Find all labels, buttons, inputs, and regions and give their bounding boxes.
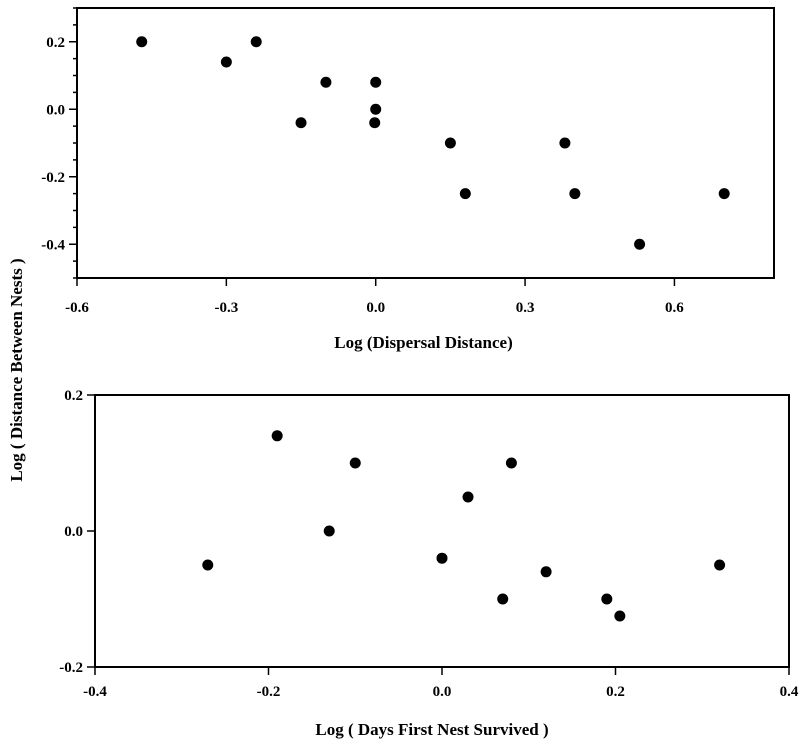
x-tick-label: 0.0 xyxy=(433,684,452,700)
top-scatter-panel: -0.4 -0.2 0.0 0.2 -0.6 -0.3 0.0 0.3 0.6 Log (Disp… xyxy=(41,7,775,352)
data-point xyxy=(444,137,456,149)
x-tick-label: 0.6 xyxy=(665,300,684,316)
data-point xyxy=(295,117,307,129)
y-tick-label: 0.0 xyxy=(46,102,65,118)
data-point xyxy=(369,117,381,129)
data-point xyxy=(323,525,335,537)
data-point xyxy=(569,188,581,200)
data-point xyxy=(370,103,382,115)
data-point xyxy=(601,593,613,605)
plot-frame xyxy=(76,7,775,279)
x-axis-title: Log ( Days First Nest Survived ) xyxy=(315,720,548,739)
data-point xyxy=(220,56,232,68)
x-tick-label: 0.2 xyxy=(606,684,625,700)
data-point xyxy=(505,457,517,469)
data-point xyxy=(462,491,474,503)
data-point xyxy=(718,188,730,200)
x-tick-label: -0.4 xyxy=(83,684,107,700)
data-point xyxy=(459,188,471,200)
data-point xyxy=(497,593,509,605)
y-tick-label: 0.0 xyxy=(64,524,83,540)
x-tick-label: -0.3 xyxy=(214,300,238,316)
x-tick-label: 0.3 xyxy=(516,300,535,316)
data-point xyxy=(634,238,646,250)
data-point xyxy=(320,76,332,88)
x-tick-label: -0.2 xyxy=(257,684,281,700)
data-point xyxy=(540,566,552,578)
data-point xyxy=(349,457,361,469)
x-tick-label: 0.4 xyxy=(780,684,799,700)
data-point xyxy=(136,36,148,48)
y-tick-label: -0.2 xyxy=(41,170,65,186)
data-point xyxy=(250,36,262,48)
y-tick-label: -0.2 xyxy=(59,660,83,676)
y-tick-label: 0.2 xyxy=(64,388,83,404)
y-tick-label: -0.4 xyxy=(41,237,65,253)
data-point xyxy=(202,559,214,571)
x-tick-label: -0.6 xyxy=(65,300,89,316)
data-point xyxy=(370,76,382,88)
x-axis-title: Log (Dispersal Distance) xyxy=(334,333,512,352)
plot-frame xyxy=(94,394,790,668)
x-tick-label: 0.0 xyxy=(366,300,385,316)
data-point xyxy=(271,430,283,442)
data-point xyxy=(714,559,726,571)
data-point xyxy=(436,552,448,564)
shared-y-axis-title: Log ( Distance Between Nests ) xyxy=(7,258,26,481)
y-tick-label: 0.2 xyxy=(46,35,65,51)
data-point xyxy=(559,137,571,149)
data-point xyxy=(614,610,626,622)
